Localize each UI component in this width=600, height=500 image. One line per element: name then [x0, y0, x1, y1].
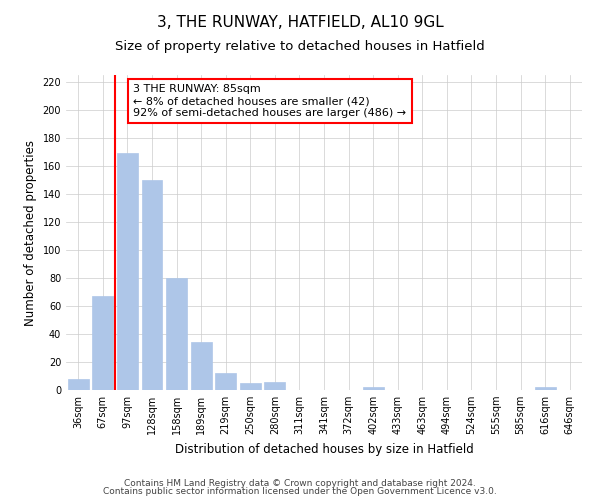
Text: Contains public sector information licensed under the Open Government Licence v3: Contains public sector information licen…	[103, 487, 497, 496]
Bar	[92, 296, 113, 390]
Bar	[240, 383, 261, 390]
X-axis label: Distribution of detached houses by size in Hatfield: Distribution of detached houses by size …	[175, 442, 473, 456]
Text: Size of property relative to detached houses in Hatfield: Size of property relative to detached ho…	[115, 40, 485, 53]
Bar	[535, 387, 556, 390]
Y-axis label: Number of detached properties: Number of detached properties	[24, 140, 37, 326]
Bar	[117, 154, 138, 390]
Bar	[191, 342, 212, 390]
Text: Contains HM Land Registry data © Crown copyright and database right 2024.: Contains HM Land Registry data © Crown c…	[124, 478, 476, 488]
Bar	[142, 180, 163, 390]
Bar	[68, 379, 89, 390]
Text: 3, THE RUNWAY, HATFIELD, AL10 9GL: 3, THE RUNWAY, HATFIELD, AL10 9GL	[157, 15, 443, 30]
Text: 3 THE RUNWAY: 85sqm
← 8% of detached houses are smaller (42)
92% of semi-detache: 3 THE RUNWAY: 85sqm ← 8% of detached hou…	[133, 84, 406, 117]
Bar	[265, 382, 286, 390]
Bar	[215, 373, 236, 390]
Bar	[166, 278, 187, 390]
Bar	[362, 387, 383, 390]
